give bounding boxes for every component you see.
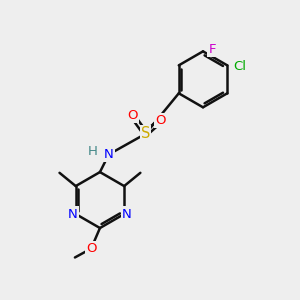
- Text: S: S: [141, 126, 150, 141]
- Text: O: O: [155, 114, 166, 127]
- Text: O: O: [127, 109, 138, 122]
- Text: H: H: [88, 145, 98, 158]
- Text: F: F: [208, 44, 216, 56]
- Text: Cl: Cl: [233, 60, 246, 73]
- Text: N: N: [104, 148, 114, 161]
- Text: N: N: [122, 208, 132, 220]
- Text: N: N: [68, 208, 78, 220]
- Text: O: O: [86, 242, 96, 255]
